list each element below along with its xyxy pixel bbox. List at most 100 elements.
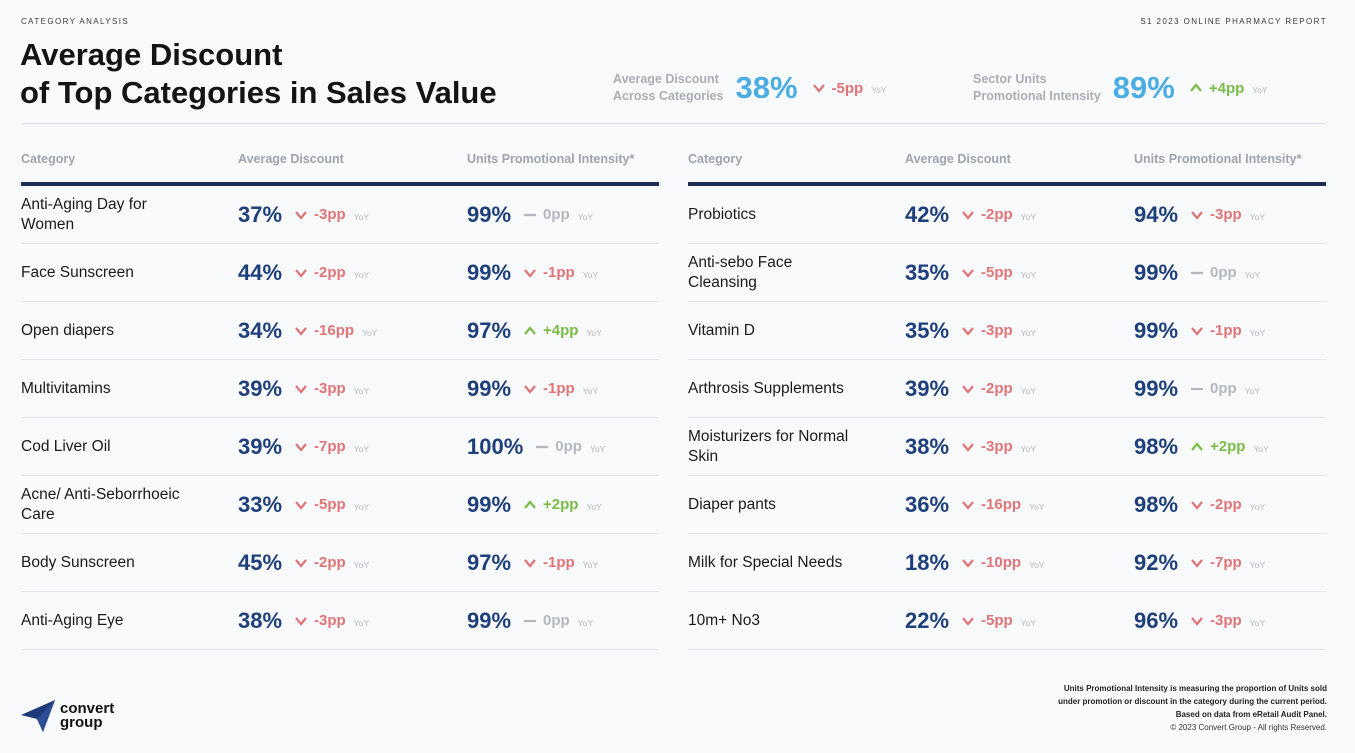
table-row: Face Sunscreen 44% -2pp YoY 99% -1pp YoY	[21, 244, 659, 302]
promotional-intensity: 98% -2pp YoY	[1134, 492, 1326, 518]
average-discount-change-value: -2pp	[981, 206, 1013, 223]
kpi-average-discount: Average Discount Across Categories 38% -…	[613, 70, 886, 106]
yoy-label: YoY	[353, 501, 370, 512]
promotional-intensity-change: 0pp	[523, 612, 570, 629]
promotional-intensity-change-value: -7pp	[1210, 554, 1242, 571]
yoy-label: YoY	[586, 327, 602, 338]
footnote-line-2: under promotion or discount in the categ…	[1058, 697, 1327, 706]
table-row: Anti-Aging Eye 38% -3pp YoY 99% 0pp YoY	[21, 592, 659, 650]
average-discount-change-value: -5pp	[981, 612, 1013, 629]
column-header-intensity: Units Promotional Intensity*	[467, 152, 635, 166]
promotional-intensity-change: -3pp	[1190, 612, 1242, 629]
chevron-down-icon	[1191, 500, 1203, 510]
promotional-intensity-value: 99%	[467, 259, 512, 285]
average-discount-value: 22%	[905, 607, 950, 633]
chevron-down-icon	[1191, 210, 1203, 220]
average-discount-change-value: -2pp	[981, 380, 1013, 397]
chevron-down-icon	[812, 84, 825, 93]
category-name: Arthrosis Supplements	[688, 379, 844, 397]
promotional-intensity-change: -1pp	[523, 380, 575, 397]
table-row: Multivitamins 39% -3pp YoY 99% -1pp YoY	[21, 360, 659, 418]
right-table: Category Average Discount Units Promotio…	[688, 140, 1326, 650]
average-discount-change: -5pp	[294, 496, 346, 513]
promotional-intensity-value: 99%	[467, 375, 512, 401]
chevron-down-icon	[295, 210, 307, 220]
average-discount-change: -5pp	[961, 612, 1013, 629]
category-name: Moisturizers for Normal Skin	[688, 427, 849, 465]
promotional-intensity-change-value: 0pp	[555, 438, 582, 455]
average-discount: 44% -2pp YoY	[238, 260, 467, 286]
promotional-intensity-change: +4pp	[523, 322, 578, 339]
promotional-intensity-change-value: 0pp	[543, 612, 570, 629]
chevron-down-icon	[295, 616, 307, 626]
promotional-intensity-change: -2pp	[1190, 496, 1242, 513]
category-name: Open diapers	[21, 321, 115, 339]
promotional-intensity-value: 99%	[1134, 317, 1179, 343]
chevron-up-icon	[1189, 83, 1202, 92]
average-discount-change: -3pp	[294, 206, 346, 223]
promotional-intensity-value: 96%	[1134, 607, 1179, 633]
average-discount-value: 39%	[238, 375, 283, 401]
chevron-down-icon	[962, 268, 974, 278]
table-row: Diaper pants 36% -16pp YoY 98% -2pp YoY	[688, 476, 1326, 534]
promotional-intensity-change: +2pp	[523, 496, 578, 513]
left-table: Category Average Discount Units Promotio…	[21, 140, 659, 650]
yoy-label: YoY	[1020, 443, 1037, 454]
kpi-change-value: -5pp	[831, 79, 864, 97]
chevron-down-icon	[962, 210, 974, 220]
chevron-down-icon	[295, 500, 307, 510]
table-row: Acne/ Anti-Seborrhoeic Care 33% -5pp YoY 99%…	[21, 476, 659, 534]
yoy-label: YoY	[353, 211, 370, 222]
promotional-intensity-value: 99%	[1134, 375, 1179, 401]
chevron-down-icon	[1191, 326, 1203, 336]
report-label: S1 2023 ONLINE PHARMACY REPORT	[1140, 17, 1327, 26]
promotional-intensity-change-value: +2pp	[1210, 438, 1246, 455]
promotional-intensity-change-value: -1pp	[543, 380, 575, 397]
table-row: Anti-sebo Face Cleansing 35% -5pp YoY 99% 0pp…	[688, 244, 1326, 302]
category-name: Face Sunscreen	[21, 263, 134, 281]
table-header: Category Average Discount Units Promotio…	[21, 140, 659, 186]
column-header-category: Category	[688, 152, 743, 166]
logo-text: convert group	[60, 700, 115, 730]
category-name: Body Sunscreen	[21, 553, 135, 571]
yoy-label: YoY	[589, 443, 606, 454]
promotional-intensity-change-value: 0pp	[1210, 264, 1237, 281]
promotional-intensity-change: 0pp	[523, 206, 570, 223]
promotional-intensity: 99% -1pp YoY	[467, 376, 659, 402]
yoy-label: YoY	[1020, 211, 1037, 222]
average-discount: 38% -3pp YoY	[905, 434, 1134, 460]
average-discount-change: -2pp	[961, 206, 1013, 223]
header-divider	[21, 123, 1326, 124]
average-discount-value: 39%	[905, 375, 950, 401]
average-discount-change: -3pp	[961, 438, 1013, 455]
average-discount-change: -3pp	[294, 612, 346, 629]
kpi-yoy: YoY	[1252, 84, 1268, 95]
average-discount-change-value: -5pp	[981, 264, 1013, 281]
average-discount: 35% -5pp YoY	[905, 260, 1134, 286]
promotional-intensity-value: 92%	[1134, 549, 1179, 575]
promotional-intensity-change-value: +2pp	[543, 496, 579, 513]
logo-text-line-1: convert	[60, 700, 115, 717]
promotional-intensity: 97% +4pp YoY	[467, 318, 659, 344]
promotional-intensity: 99% 0pp YoY	[467, 608, 659, 634]
paper-plane-icon	[21, 700, 55, 732]
category-name: Multivitamins	[21, 379, 111, 397]
yoy-label: YoY	[362, 327, 378, 338]
footnote-line-1: Units Promotional Intensity is measuring…	[1063, 684, 1327, 693]
chevron-down-icon	[962, 442, 974, 452]
average-discount-value: 42%	[905, 201, 950, 227]
promotional-intensity-change: +2pp	[1190, 438, 1245, 455]
yoy-label: YoY	[353, 385, 370, 396]
average-discount-change-value: -3pp	[314, 380, 346, 397]
convert-group-logo: convert group	[20, 698, 114, 734]
table-header: Category Average Discount Units Promotio…	[688, 140, 1326, 186]
promotional-intensity: 92% -7pp YoY	[1134, 550, 1326, 576]
kpi-label: Sector Units Promotional Intensity	[973, 71, 1101, 105]
promotional-intensity-value: 99%	[467, 491, 512, 517]
average-discount-value: 35%	[905, 317, 950, 343]
yoy-label: YoY	[1020, 269, 1037, 280]
yoy-label: YoY	[1253, 443, 1269, 454]
average-discount: 35% -3pp YoY	[905, 318, 1134, 344]
chevron-down-icon	[1191, 558, 1203, 568]
table-row: Milk for Special Needs 18% -10pp YoY 92% -7pp…	[688, 534, 1326, 592]
